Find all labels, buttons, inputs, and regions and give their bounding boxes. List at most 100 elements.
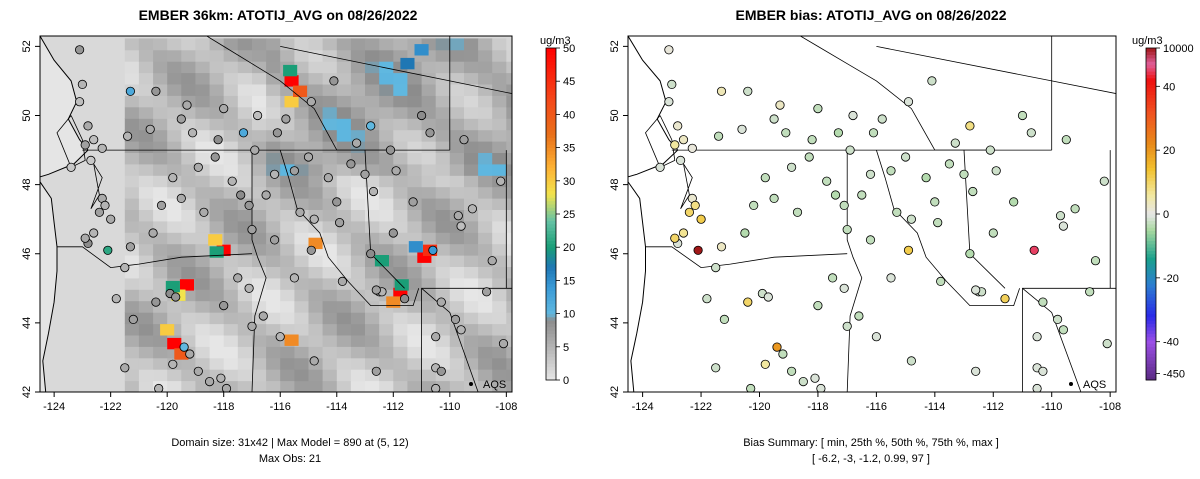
grid-cell: [350, 209, 366, 222]
bias-site: [813, 300, 823, 311]
colorbar-tick-label: -450: [1163, 369, 1185, 381]
grid-cell: [322, 198, 338, 210]
hotspot-cell: [393, 287, 408, 300]
grid-cell: [181, 129, 196, 142]
colorbar-segment: [1146, 177, 1156, 182]
grid-cell: [294, 95, 309, 108]
right-footer-2: [ -6.2, -3, -1.2, 0.99, 97 ]: [812, 453, 930, 465]
right-colorbar: 10000 40 20 0 -20 -40 -450: [1145, 43, 1194, 381]
grid-cell: [464, 49, 479, 62]
grid-cell: [407, 255, 422, 267]
grid-cell: [421, 369, 437, 382]
grid-cell: [138, 232, 154, 245]
grid-cell: [350, 163, 366, 176]
colorbar-segment: [1146, 293, 1156, 298]
grid-cell: [478, 106, 493, 119]
colorbar-tick-label: 45: [563, 76, 575, 88]
grid-cell: [223, 95, 239, 108]
grid-cell: [407, 72, 422, 85]
grid-cell: [336, 300, 352, 313]
colorbar-segment: [546, 51, 556, 56]
colorbar-segment: [546, 283, 556, 288]
colorbar-segment: [1146, 323, 1156, 328]
bias-site: [1090, 256, 1101, 266]
grid-cell: [167, 186, 182, 199]
x-tick-label: -124: [43, 401, 65, 413]
grid-cell: [336, 380, 352, 392]
grid-cell: [308, 289, 324, 302]
grid-cell: [407, 289, 422, 302]
grid-cell: [308, 106, 324, 119]
bias-site: [1032, 383, 1042, 392]
grid-cell: [223, 346, 239, 359]
grid-cell: [209, 38, 225, 51]
grid-cell: [209, 163, 225, 176]
grid-cell: [266, 357, 281, 370]
grid-cell: [407, 335, 422, 347]
grid-cell: [407, 152, 422, 165]
grid-cell: [506, 220, 512, 233]
colorbar-segment: [1146, 283, 1156, 288]
grid-cell: [167, 49, 182, 62]
obs-site: [481, 287, 492, 297]
colorbar-segment: [1146, 376, 1156, 381]
colorbar-segment: [546, 316, 556, 321]
bias-site: [903, 97, 914, 107]
grid-cell: [336, 357, 352, 370]
grid-cell: [308, 323, 324, 336]
obs-site: [221, 383, 232, 392]
obs-site: [97, 143, 107, 153]
colorbar-segment: [546, 74, 556, 79]
bias-site: [842, 225, 852, 235]
grid-cell: [153, 277, 168, 290]
colorbar-segment: [546, 237, 556, 241]
bias-site: [927, 76, 937, 86]
bias-site: [1070, 204, 1080, 214]
obs-site: [176, 193, 186, 203]
grid-cell: [252, 95, 267, 108]
obs-site: [332, 197, 342, 207]
grid-cell: [167, 118, 182, 131]
bias-site: [713, 131, 724, 141]
grid-cell: [365, 163, 380, 176]
colorbar-segment: [1146, 343, 1156, 348]
sea-region: [40, 36, 88, 392]
grid-cell: [407, 209, 422, 222]
grid-cell: [308, 84, 324, 96]
grid-cell: [435, 106, 451, 119]
colorbar-segment: [1146, 346, 1156, 351]
y-tick-label: 44: [609, 317, 621, 329]
grid-cell: [124, 380, 140, 392]
grid-cell: [464, 84, 479, 96]
right-title: EMBER bias: ATOTIJ_AVG on 08/26/2022: [735, 7, 1006, 23]
bias-site: [696, 214, 706, 224]
colorbar-tick-label: 0: [1163, 209, 1169, 221]
grid-cell: [350, 312, 366, 325]
grid-cell: [464, 163, 479, 176]
grid-cell: [266, 277, 281, 290]
colorbar-segment: [1146, 210, 1156, 215]
colorbar-segment: [546, 184, 556, 188]
obs-site: [467, 204, 477, 214]
obs-site: [450, 314, 461, 324]
grid-cell: [449, 163, 465, 176]
grid-cell: [336, 198, 352, 210]
colorbar-segment: [1146, 363, 1156, 368]
colorbar-segment: [1146, 167, 1156, 172]
obs-site: [66, 162, 76, 172]
grid-cell: [181, 255, 196, 267]
grid-cell: [308, 141, 324, 153]
grid-cell: [195, 175, 210, 188]
grid-cell: [350, 49, 366, 62]
colorbar-segment: [546, 263, 556, 268]
obs-site: [351, 138, 362, 148]
grid-cell: [280, 346, 295, 359]
grid-cell: [449, 369, 465, 382]
grid-cell: [365, 380, 380, 392]
grid-cell: [138, 312, 154, 325]
grid-cell: [393, 209, 408, 222]
grid-cell: [280, 198, 295, 210]
colorbar-segment: [546, 157, 556, 162]
colorbar-segment: [1146, 84, 1156, 89]
bias-site: [839, 200, 849, 210]
